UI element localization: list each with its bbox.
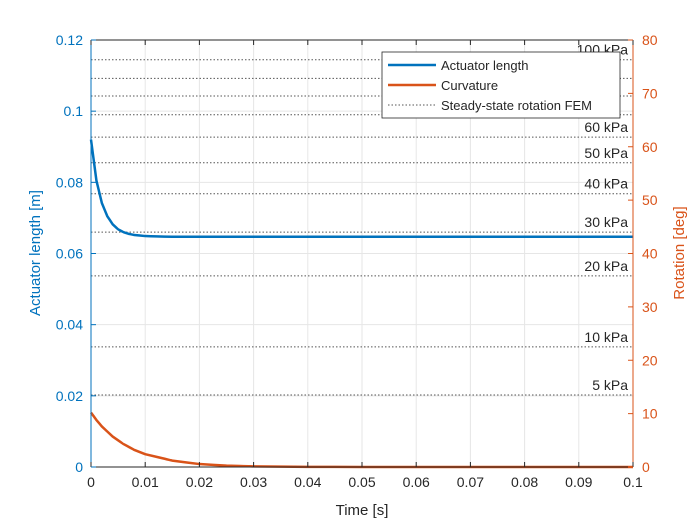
y-left-tick-label: 0.02 (56, 388, 83, 404)
fem-line-label: 30 kPa (584, 214, 628, 230)
legend-label-curvature: Curvature (441, 78, 498, 93)
fem-line-label: 60 kPa (584, 119, 628, 135)
x-tick-label: 0.03 (240, 474, 267, 490)
x-tick-label: 0.07 (457, 474, 484, 490)
x-tick-label: 0.08 (511, 474, 538, 490)
y-left-tick-label: 0 (75, 459, 83, 475)
legend: Actuator length Curvature Steady-state r… (381, 51, 621, 119)
y-right-tick-label: 60 (642, 139, 658, 155)
x-axis-label: Time [s] (336, 502, 389, 519)
x-tick-label: 0.02 (186, 474, 213, 490)
y-left-tick-label: 0.1 (64, 103, 84, 119)
x-tick-label: 0 (87, 474, 95, 490)
y-right-tick-label: 50 (642, 192, 658, 208)
y-left-tick-label: 0.08 (56, 174, 83, 190)
y-axis-right-label: Rotation [deg] (671, 206, 688, 299)
y-right-tick-label: 70 (642, 85, 658, 101)
series-actuator-length (89, 139, 633, 239)
y-axis-left-label: Actuator length [m] (27, 190, 44, 316)
x-tick-label: 0.06 (403, 474, 430, 490)
y-left-tick-label: 0.12 (56, 32, 83, 48)
x-tick-label: 0.1 (623, 474, 643, 490)
legend-label-fem: Steady-state rotation FEM (441, 98, 592, 113)
x-tick-label: 0.01 (132, 474, 159, 490)
fem-line-label: 50 kPa (584, 145, 628, 161)
y-right-tick-label: 20 (642, 352, 658, 368)
axes: 0 0.01 0.02 0.03 0.04 0.05 0.06 0.07 0.08 0.09 0.1… (56, 32, 658, 490)
y-right-tick-label: 10 (642, 406, 658, 422)
y-right-tick-label: 0 (642, 459, 650, 475)
y-left-tick-label: 0.06 (56, 246, 83, 262)
x-tick-label: 0.04 (294, 474, 321, 490)
y-right-tick-label: 80 (642, 32, 658, 48)
x-tick-label: 0.09 (565, 474, 592, 490)
y-right-tick-label: 30 (642, 299, 658, 315)
fem-line-label: 5 kPa (592, 377, 628, 393)
fem-line-label: 10 kPa (584, 329, 628, 345)
fem-line-label: 20 kPa (584, 258, 628, 274)
legend-label-length: Actuator length (441, 58, 528, 73)
y-right-tick-label: 40 (642, 246, 658, 262)
y-left-tick-label: 0.04 (56, 317, 83, 333)
x-tick-label: 0.05 (348, 474, 375, 490)
fem-line-label: 40 kPa (584, 176, 628, 192)
